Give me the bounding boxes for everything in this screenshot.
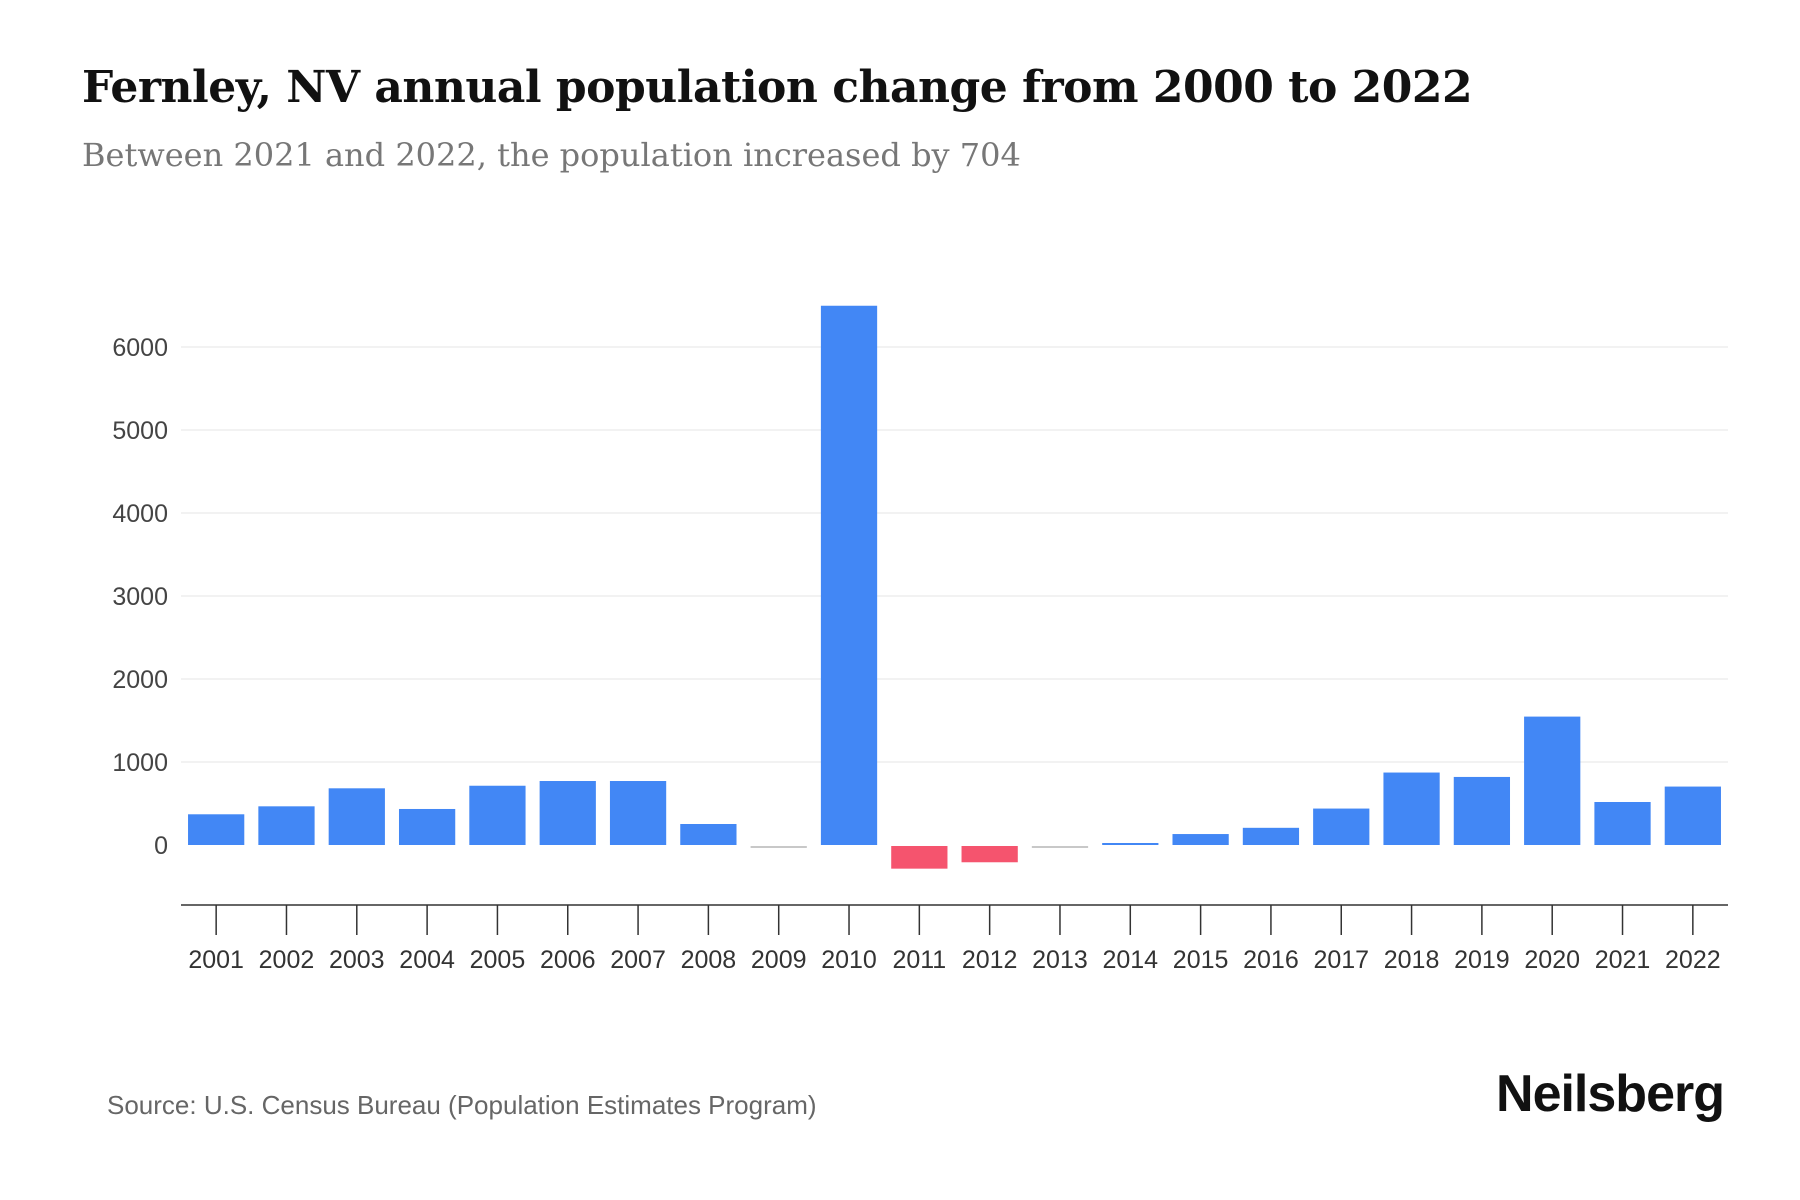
y-tick-label: 0: [154, 832, 168, 860]
x-tick-label: 2008: [681, 946, 737, 974]
y-tick-label: 2000: [112, 666, 168, 694]
bar-2007: [609, 781, 667, 845]
bar-2008: [680, 824, 737, 845]
x-tick-label: 2004: [399, 946, 455, 974]
bar-2012: [961, 846, 1018, 863]
x-tick-label: 2001: [188, 946, 244, 974]
source-note: Source: U.S. Census Bureau (Population E…: [107, 1090, 817, 1120]
neilsberg-logo: Neilsberg: [1496, 1065, 1725, 1123]
bar-2010: [820, 305, 878, 845]
chart-subtitle: Between 2021 and 2022, the population in…: [82, 136, 1021, 174]
y-tick-label: 6000: [112, 334, 168, 362]
x-tick-label: 2013: [1032, 946, 1088, 974]
x-tick-label: 2007: [610, 946, 666, 974]
bar-2019: [1453, 776, 1511, 845]
bar-2001: [188, 814, 245, 845]
bar-2009: [750, 846, 807, 848]
bar-2013: [1031, 846, 1089, 848]
x-tick-label: 2002: [259, 946, 315, 974]
bar-2015: [1172, 834, 1229, 845]
x-tick-label: 2017: [1313, 946, 1369, 974]
y-tick-label: 5000: [112, 417, 168, 445]
chart-title: Fernley, NV annual population change fro…: [82, 62, 1473, 113]
x-tick-label: 2022: [1665, 946, 1721, 974]
x-tick-label: 2019: [1454, 946, 1510, 974]
x-tick-label: 2015: [1173, 946, 1229, 974]
bar-2011: [891, 846, 948, 869]
bar-2018: [1383, 772, 1440, 845]
bar-2004: [398, 808, 456, 845]
bar-2022: [1664, 786, 1721, 845]
bar-2020: [1524, 716, 1581, 845]
x-tick-label: 2011: [892, 946, 946, 974]
y-tick-label: 3000: [112, 583, 168, 611]
x-tick-label: 2012: [962, 946, 1018, 974]
bar-2021: [1594, 802, 1651, 845]
bar-2016: [1242, 827, 1300, 845]
bar-2005: [469, 785, 526, 845]
bar-2002: [258, 806, 315, 845]
y-tick-label: 1000: [112, 749, 168, 777]
bar-2017: [1313, 808, 1370, 845]
bar-2006: [539, 781, 596, 845]
bar-2014: [1102, 843, 1159, 845]
x-tick-label: 2020: [1524, 946, 1580, 974]
x-tick-label: 2018: [1384, 946, 1440, 974]
y-tick-label: 4000: [112, 500, 168, 528]
x-tick-label: 2003: [329, 946, 385, 974]
x-tick-label: 2014: [1102, 946, 1158, 974]
x-tick-label: 2005: [470, 946, 526, 974]
bar-2003: [328, 788, 385, 845]
x-tick-label: 2009: [751, 946, 807, 974]
x-tick-label: 2016: [1243, 946, 1299, 974]
x-tick-label: 2010: [821, 946, 877, 974]
x-tick-label: 2021: [1595, 946, 1651, 974]
x-tick-label: 2006: [540, 946, 596, 974]
